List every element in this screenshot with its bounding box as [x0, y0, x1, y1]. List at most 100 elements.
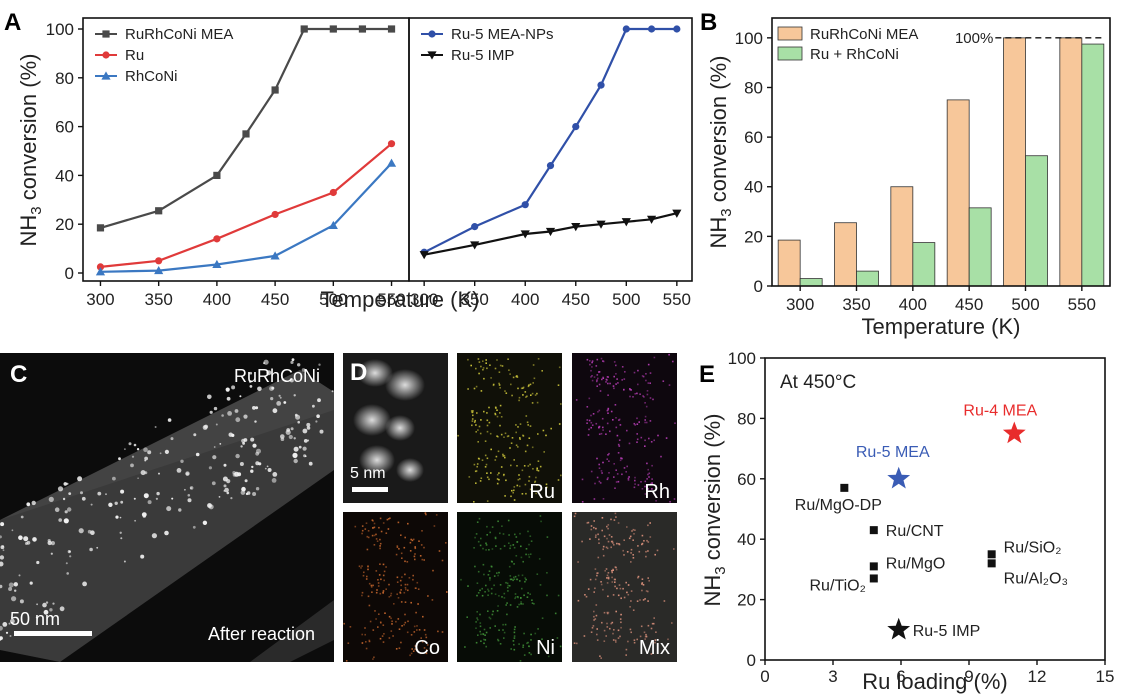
point-label: Ru/CNT — [886, 523, 944, 540]
y-tick-label: 0 — [65, 264, 74, 283]
map-speckle — [475, 621, 477, 623]
nanoparticle-dot — [120, 489, 125, 494]
map-speckle — [640, 481, 642, 483]
nanoparticle-dot — [8, 582, 14, 588]
nanoparticle-dot — [48, 496, 54, 502]
map-speckle — [637, 383, 639, 386]
map-speckle — [460, 578, 462, 581]
map-speckle — [477, 592, 480, 594]
x-tick-label: 400 — [899, 295, 927, 314]
map-speckle — [629, 395, 631, 398]
nanoparticle-dot — [143, 447, 148, 453]
data-point — [545, 227, 556, 237]
map-speckle — [633, 422, 636, 425]
map-speckle — [515, 424, 517, 426]
map-speckle — [499, 532, 501, 535]
data-point — [271, 86, 279, 94]
map-speckle — [654, 553, 656, 556]
map-speckle — [535, 476, 537, 479]
map-speckle — [606, 612, 609, 615]
map-speckle — [423, 559, 425, 561]
map-speckle — [361, 525, 364, 527]
map-speckle — [596, 457, 598, 460]
nanoparticle-dot — [112, 476, 116, 481]
map-speckle — [518, 399, 520, 402]
map-speckle — [643, 396, 645, 398]
map-speckle — [595, 527, 597, 530]
map-speckle — [411, 539, 414, 542]
map-speckle — [623, 539, 625, 541]
map-speckle — [503, 436, 505, 438]
map-speckle — [418, 629, 421, 631]
map-speckle — [494, 412, 496, 415]
map-speckle — [518, 603, 520, 606]
map-speckle — [395, 553, 398, 556]
map-speckle — [482, 633, 485, 636]
map-speckle — [345, 660, 348, 662]
map-speckle — [470, 410, 473, 412]
map-speckle — [618, 584, 621, 586]
nanoparticle-dot — [187, 494, 191, 497]
legend-label: RhCoNi — [125, 68, 178, 85]
nanoparticle-dot — [147, 500, 152, 505]
nanoparticle-dot — [187, 498, 192, 503]
map-speckle — [598, 383, 601, 386]
map-speckle — [590, 369, 592, 372]
map-speckle — [625, 648, 628, 651]
map-speckle — [556, 637, 559, 639]
map-speckle — [388, 615, 391, 618]
map-speckle — [620, 626, 622, 629]
map-speckle — [612, 542, 614, 544]
data-point — [155, 207, 163, 215]
nanoparticle-dot — [223, 463, 227, 467]
map-speckle — [496, 409, 498, 411]
map-speckle — [653, 439, 655, 442]
map-speckle — [642, 375, 645, 378]
nanoparticle-dot — [280, 434, 285, 439]
map-speckle — [626, 526, 628, 528]
map-speckle — [527, 424, 529, 426]
map-speckle — [502, 474, 505, 477]
map-speckle — [630, 548, 633, 551]
map-speckle — [630, 389, 632, 391]
map-speckle — [598, 480, 601, 483]
map-speckle — [423, 546, 425, 549]
nanoparticle-dot — [288, 434, 293, 440]
map-speckle — [407, 620, 409, 623]
map-speckle — [518, 396, 521, 399]
map-speckle — [486, 457, 489, 460]
map-speckle — [493, 575, 496, 577]
map-speckle — [498, 478, 500, 481]
map-speckle — [634, 476, 636, 479]
map-speckle — [613, 361, 616, 363]
map-speckle — [530, 653, 532, 656]
map-speckle — [475, 424, 477, 426]
map-speckle — [613, 463, 615, 465]
data-point — [647, 25, 656, 33]
map-speckle — [375, 538, 378, 540]
map-speckle — [523, 465, 526, 467]
map-speckle — [599, 655, 601, 657]
map-speckle — [512, 491, 514, 494]
map-speckle — [614, 585, 616, 588]
map-speckle — [489, 577, 491, 579]
nanoparticle-dot — [252, 443, 257, 448]
map-speckle — [596, 374, 599, 376]
map-speckle — [521, 469, 524, 472]
map-speckle — [419, 555, 422, 557]
nanoparticle-dot — [245, 492, 249, 496]
map-speckle — [644, 598, 646, 600]
map-speckle — [366, 535, 369, 538]
map-speckle — [615, 641, 617, 643]
map-speckle — [489, 364, 491, 366]
map-speckle — [390, 630, 393, 632]
map-speckle — [589, 363, 591, 366]
nanoparticle-dot — [331, 390, 334, 393]
map-speckle — [379, 563, 381, 565]
map-speckle — [514, 593, 517, 595]
map-speckle — [615, 417, 617, 419]
map-speckle — [620, 621, 622, 624]
map-speckle — [379, 592, 382, 595]
map-speckle — [617, 637, 620, 639]
nanoparticle-dot — [115, 515, 119, 519]
